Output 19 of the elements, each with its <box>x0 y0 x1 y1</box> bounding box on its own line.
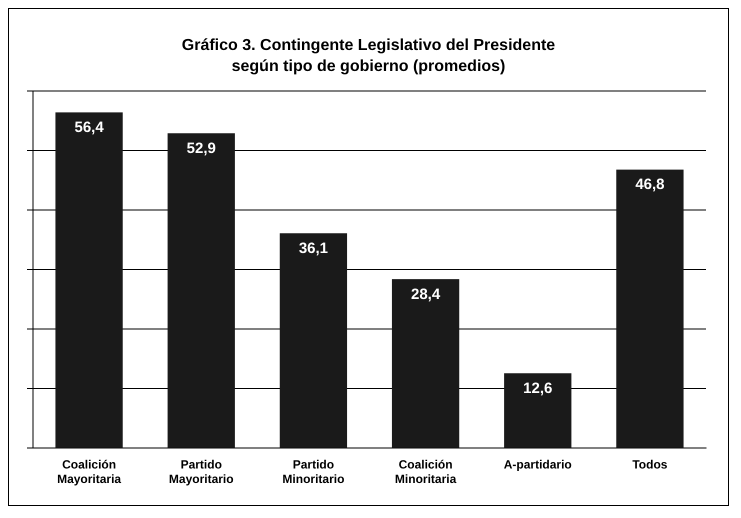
x-tick-label: A-partidario <box>504 458 572 472</box>
x-tick-label: Todos <box>632 458 668 472</box>
bar <box>280 233 348 448</box>
chart-title: Gráfico 3. Contingente Legislativo del Presidente según tipo de gobierno (promedios) <box>180 36 556 77</box>
x-tick-label: Coalición Mayoritaria <box>57 458 122 486</box>
bar <box>616 170 684 448</box>
data-label: 56,4 <box>74 119 104 136</box>
x-tick-label: Partido Minoritario <box>282 458 344 486</box>
x-tick-label: Partido Mayoritario <box>168 458 234 486</box>
x-tick-label: Coalición Minoritaria <box>394 458 457 486</box>
data-label: 36,1 <box>298 240 328 257</box>
bar <box>168 133 235 448</box>
data-label: 12,6 <box>523 380 552 397</box>
bar <box>55 112 123 448</box>
data-label: 28,4 <box>410 286 441 303</box>
data-label: 46,8 <box>635 176 665 194</box>
bar <box>504 373 572 448</box>
bar <box>392 279 460 448</box>
data-label: 52,9 <box>186 140 216 157</box>
